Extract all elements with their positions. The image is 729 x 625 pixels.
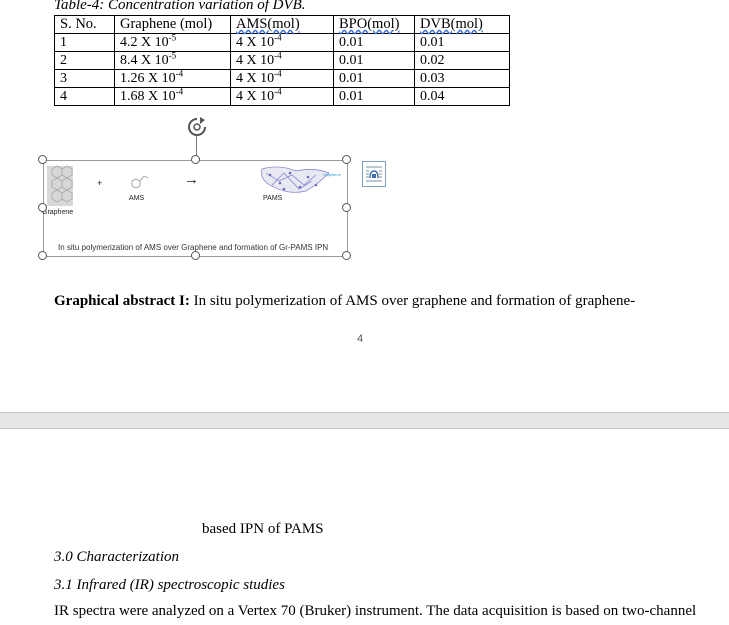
cell-ams: 4 X 10-4 [230, 51, 334, 70]
table-header-row: S. No. Graphene (mol) AMS(mol) BPO(mol) … [54, 15, 510, 34]
cell-sno: 1 [54, 33, 115, 52]
cell-ams: 4 X 10-4 [230, 33, 334, 52]
layout-options-icon [366, 166, 382, 182]
header-bpo: BPO(mol) [333, 15, 415, 34]
label-graphene: Graphene [42, 209, 74, 216]
resize-handle[interactable] [38, 251, 47, 260]
cell-ams: 4 X 10-4 [230, 69, 334, 88]
resize-handle[interactable] [191, 251, 200, 260]
resize-handle[interactable] [342, 155, 351, 164]
resize-handle[interactable] [342, 203, 351, 212]
resize-handle[interactable] [38, 155, 47, 164]
table-row: 2 8.4 X 10-5 4 X 10-4 0.01 0.02 [54, 51, 510, 70]
table-row: 4 1.68 X 10-4 4 X 10-4 0.01 0.04 [54, 87, 510, 106]
graphical-abstract-paragraph: Graphical abstract I: In situ polymeriza… [54, 293, 636, 309]
cell-dvb: 0.04 [414, 87, 510, 106]
subsection-heading: 3.1 Infrared (IR) spectroscopic studies [54, 577, 285, 593]
table-caption: Table-4: Concentration variation of DVB. [54, 0, 306, 13]
page-number: 4 [357, 333, 364, 345]
cell-bpo: 0.01 [333, 69, 415, 88]
cell-dvb: 0.02 [414, 51, 510, 70]
cell-bpo: 0.01 [333, 33, 415, 52]
document-page-1: Table-4: Concentration variation of DVB.… [38, 0, 636, 345]
reaction-arrow: → [184, 171, 199, 188]
plus-sign: + [97, 178, 103, 188]
header-sno: S. No. [54, 15, 115, 34]
resize-handle[interactable] [191, 155, 200, 164]
document-page-2: based IPN of PAMS 3.0 Characterization 3… [0, 429, 729, 625]
cell-bpo: 0.01 [333, 51, 415, 70]
label-pams: PAMS [263, 195, 283, 202]
scheme-drawing [47, 165, 330, 206]
rotate-handle-icon[interactable] [186, 116, 208, 138]
table-row: 1 4.2 X 10-5 4 X 10-4 0.01 0.01 [54, 33, 510, 52]
header-graphene: Graphene (mol) [114, 15, 231, 34]
header-ams: AMS(mol) [230, 15, 334, 34]
resize-handle[interactable] [342, 251, 351, 260]
cell-graphene: 4.2 X 10-5 [114, 33, 231, 52]
layout-options-button[interactable] [362, 161, 386, 187]
cell-sno: 4 [54, 87, 115, 106]
cell-bpo: 0.01 [333, 87, 415, 106]
cell-graphene: 1.26 X 10-4 [114, 69, 231, 88]
cell-ams: 4 X 10-4 [230, 87, 334, 106]
header-dvb: DVB(mol) [414, 15, 510, 34]
cell-sno: 2 [54, 51, 115, 70]
cell-dvb: 0.01 [414, 33, 510, 52]
graphic-caption: In situ polymerization of AMS over Graph… [58, 243, 329, 252]
resize-handle[interactable] [38, 203, 47, 212]
cell-graphene: 8.4 X 10-5 [114, 51, 231, 70]
abstract-continuation: based IPN of PAMS [202, 521, 324, 537]
body-paragraph: IR spectra were analyzed on a Vertex 70 … [54, 603, 697, 619]
label-ams: AMS [129, 195, 145, 202]
page-gap [0, 412, 729, 429]
concentration-table: S. No. Graphene (mol) AMS(mol) BPO(mol) … [54, 15, 510, 106]
cell-sno: 3 [54, 69, 115, 88]
cell-graphene: 1.68 X 10-4 [114, 87, 231, 106]
rotate-stem [196, 136, 197, 156]
cell-dvb: 0.03 [414, 69, 510, 88]
table-row: 3 1.26 X 10-4 4 X 10-4 0.01 0.03 [54, 69, 510, 88]
section-heading: 3.0 Characterization [54, 549, 180, 565]
label-graphene-small: Graphene [323, 172, 341, 177]
